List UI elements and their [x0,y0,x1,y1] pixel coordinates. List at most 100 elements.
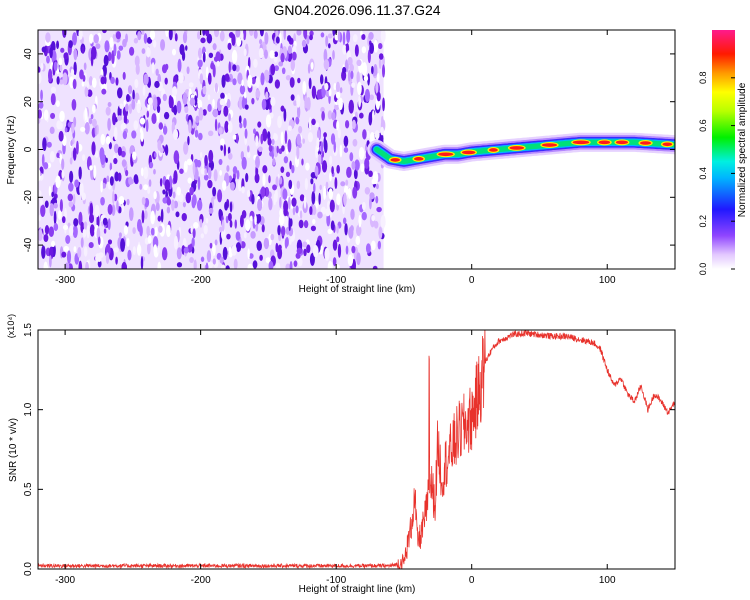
noise-blob [283,156,289,164]
noise-blob [78,260,83,269]
noise-blob [121,122,127,130]
noise-blob [232,78,237,86]
noise-blob [247,248,250,260]
noise-blob [133,37,139,44]
noise-blob [147,97,153,105]
ridge-peak [509,146,525,150]
noise-blob [91,118,97,128]
colorbar-label: Normalized spectral amplitude [737,82,748,217]
noise-blob [248,253,254,259]
noise-blob [147,186,151,195]
noise-blob [348,99,354,114]
noise-blob [82,228,87,238]
noise-blob [262,165,268,174]
noise-blob [117,172,122,182]
noise-blob [96,124,99,135]
noise-blob [289,260,293,269]
noise-blob [79,69,84,80]
noise-blob [84,107,88,121]
noise-blob [173,150,180,164]
noise-blob [202,30,206,36]
noise-blob [173,170,178,184]
colorbar-ticks: 0.0 0.2 0.4 0.6 0.8 [698,72,735,275]
noise-blob [188,119,192,134]
noise-blob [351,160,356,170]
noise-blob [280,52,285,63]
noise-blob [269,151,274,157]
noise-blob [258,39,263,45]
noise-blob [43,162,49,170]
noise-blob [104,40,110,53]
noise-blob [220,144,223,151]
noise-blob [116,115,123,121]
noise-blob [220,228,226,240]
noise-blob [312,204,317,216]
noise-blob [193,221,199,229]
noise-blob [331,166,334,175]
noise-blob [241,97,246,109]
noise-blob [105,106,111,116]
noise-blob [181,212,187,222]
noise-blob [162,125,168,135]
noise-blob [323,59,330,71]
noise-blob [226,165,230,172]
noise-blob [332,257,337,267]
noise-blob [278,61,284,67]
noise-blob [241,79,244,87]
noise-blob [157,245,160,255]
snr-x-label: Height of straight line (km) [299,584,416,595]
noise-blob [280,166,285,173]
noise-blob [71,98,77,111]
noise-blob [374,129,380,140]
noise-blob [239,214,244,228]
noise-blob [202,51,206,63]
noise-blob [205,217,209,224]
noise-blob [38,101,44,109]
y-tick-label: 0.5 [23,482,34,496]
noise-blob [246,189,251,198]
noise-blob [118,232,122,238]
noise-blob [212,108,219,118]
noise-blob [302,138,305,144]
noise-blob [320,141,324,154]
noise-blob [121,159,127,167]
noise-blob [197,31,201,40]
noise-blob [137,30,142,41]
noise-blob [49,126,55,135]
noise-blob [174,33,178,42]
noise-blob [172,191,176,199]
noise-blob [164,179,171,192]
noise-blob [289,160,292,170]
noise-blob [312,219,316,225]
noise-blob [259,242,262,251]
noise-blob [165,30,169,37]
noise-blob [207,179,213,189]
noise-blob [349,63,354,73]
colorbar-tick-label: 0.2 [698,215,708,228]
noise-blob [255,76,260,88]
noise-blob [61,170,65,179]
noise-blob [150,227,155,236]
noise-blob [43,261,48,269]
noise-blob [178,193,184,203]
noise-blob [113,193,118,202]
noise-blob [360,163,365,172]
spectrogram-y-label: Frequency (Hz) [6,116,17,185]
noise-blob [81,81,85,87]
noise-blob [204,168,207,176]
noise-blob [199,152,203,158]
noise-blob [96,255,102,262]
noise-blob [317,211,323,219]
noise-blob [221,74,226,88]
noise-blob [198,49,202,57]
noise-blob [197,99,203,110]
noise-blob [153,151,157,158]
noise-blob [280,105,285,112]
noise-blob [335,81,340,93]
noise-blob [205,262,209,269]
noise-blob [332,50,335,60]
noise-blob [380,215,386,229]
noise-blob [155,68,159,76]
noise-blob [328,43,331,49]
noise-blob [318,192,321,205]
